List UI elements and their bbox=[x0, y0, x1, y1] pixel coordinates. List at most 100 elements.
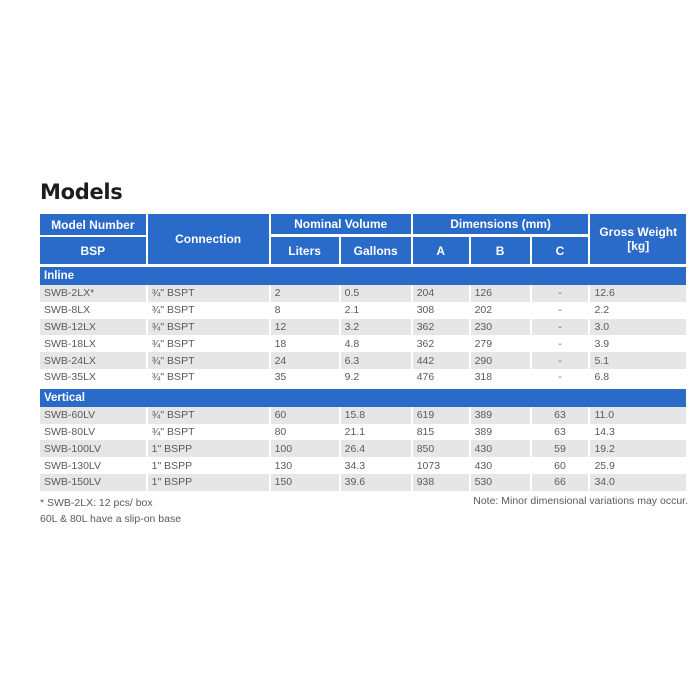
header-gross-weight-unit: [kg] bbox=[627, 239, 650, 253]
cell-dim-a: 442 bbox=[412, 352, 469, 369]
cell-dim-a: 815 bbox=[412, 423, 469, 441]
table-row: SWB-24LX ¾" BSPT 24 6.3 442 290-5.1 bbox=[40, 352, 686, 369]
header-dim-c: C bbox=[531, 235, 589, 264]
header-model-number: Model Number bbox=[40, 214, 146, 235]
cell-dim-b: 230 bbox=[470, 318, 530, 336]
cell-liters: 2 bbox=[270, 285, 339, 302]
cell-gallons: 21.1 bbox=[340, 423, 411, 441]
cell-dim-c: - bbox=[531, 335, 589, 353]
table-row: SWB-130LV 1" BSPP 130 34.3 1073 430 60 25.9 bbox=[40, 457, 686, 474]
cell-gross-weight: 5.1 bbox=[590, 352, 686, 369]
cell-gross-weight: 34.0 bbox=[590, 473, 686, 491]
cell-gallons: 39.6 bbox=[340, 473, 411, 491]
cell-connection: ¾" BSPT bbox=[147, 406, 269, 424]
cell-connection: ¾" BSPT bbox=[147, 285, 269, 302]
cell-dim-a: 362 bbox=[412, 318, 469, 336]
header-row-top: Model Number Connection Nominal Volume D… bbox=[40, 214, 686, 264]
table-row: SWB-150LV 1" BSPP 150 39.6 938 530 66 34.0 bbox=[40, 473, 686, 491]
cell-dim-b: 430 bbox=[470, 457, 530, 474]
cell-gallons: 9.2 bbox=[340, 368, 411, 386]
cell-gross-weight: 3.9 bbox=[590, 335, 686, 353]
cell-gallons: 3.2 bbox=[340, 318, 411, 336]
footnotes: * SWB-2LX: 12 pcs/ box 60L & 80L have a … bbox=[40, 495, 181, 527]
cell-gallons: 0.5 bbox=[340, 285, 411, 302]
cell-dim-a: 204 bbox=[412, 285, 469, 302]
cell-gross-weight: 12.6 bbox=[590, 285, 686, 302]
header-gross-weight: Gross Weight [kg] bbox=[590, 214, 686, 264]
cell-liters: 150 bbox=[270, 473, 339, 491]
cell-gross-weight: 19.2 bbox=[590, 440, 686, 458]
cell-gross-weight: 3.0 bbox=[590, 318, 686, 336]
cell-dim-b: 290 bbox=[470, 352, 530, 369]
table-row: SWB-8LX ¾" BSPT 8 2.1 308 202-2.2 bbox=[40, 301, 686, 319]
cell-model-number: SWB-2LX* bbox=[40, 285, 146, 302]
group-label: Inline bbox=[40, 267, 686, 285]
header-dim-a: A bbox=[412, 235, 469, 264]
cell-model-number: SWB-100LV bbox=[40, 440, 146, 458]
dimension-note: Note: Minor dimensional variations may o… bbox=[473, 495, 688, 507]
cell-connection: ¾" BSPT bbox=[147, 423, 269, 441]
cell-liters: 35 bbox=[270, 368, 339, 386]
cell-connection: 1" BSPP bbox=[147, 473, 269, 491]
cell-liters: 60 bbox=[270, 406, 339, 424]
cell-dim-b: 202 bbox=[470, 301, 530, 319]
cell-model-number: SWB-60LV bbox=[40, 406, 146, 424]
cell-dim-b: 430 bbox=[470, 440, 530, 458]
cell-dim-c: - bbox=[531, 318, 589, 336]
table-row: SWB-80LV ¾" BSPT 80 21.1 815 389 63 14.3 bbox=[40, 423, 686, 441]
cell-dim-b: 389 bbox=[470, 423, 530, 441]
group-spacer bbox=[40, 264, 686, 267]
footnote-slip-on-base: 60L & 80L have a slip-on base bbox=[40, 513, 182, 525]
cell-gross-weight: 14.3 bbox=[590, 423, 686, 441]
group-label: Vertical bbox=[40, 388, 686, 407]
cell-dim-c: - bbox=[531, 368, 589, 386]
cell-dim-c: - bbox=[531, 285, 589, 302]
header-dim-b: B bbox=[470, 235, 530, 264]
cell-dim-a: 938 bbox=[412, 473, 469, 491]
table-row: SWB-2LX* ¾" BSPT 2 0.5 204 126-12.6 bbox=[40, 285, 686, 302]
header-row-bottom: BSP Liters Gallons A B C bbox=[40, 235, 686, 264]
cell-dim-b: 126 bbox=[470, 285, 530, 302]
table-row: SWB-100LV 1" BSPP 100 26.4 850 430 59 19.2 bbox=[40, 440, 686, 458]
cell-dim-c: - bbox=[531, 301, 589, 319]
cell-gross-weight: 25.9 bbox=[590, 457, 686, 474]
cell-model-number: SWB-24LX bbox=[40, 352, 146, 369]
group-spacer-cell bbox=[40, 385, 686, 389]
cell-model-number: SWB-18LX bbox=[40, 335, 146, 353]
header-bsp: BSP bbox=[40, 235, 146, 264]
cell-dim-a: 1073 bbox=[412, 457, 469, 474]
cell-dim-a: 308 bbox=[412, 301, 469, 319]
cell-model-number: SWB-35LX bbox=[40, 368, 146, 386]
cell-dim-c: 59 bbox=[531, 440, 589, 458]
models-table: Model Number Connection Nominal Volume D… bbox=[38, 214, 688, 491]
cell-dim-a: 619 bbox=[412, 406, 469, 424]
page-title: Models bbox=[40, 180, 123, 204]
header-nominal-volume: Nominal Volume bbox=[270, 214, 411, 235]
header-gallons: Gallons bbox=[340, 235, 411, 264]
table-body: Inline SWB-2LX* ¾" BSPT 2 0.5 204 126-12.6 SWB-… bbox=[40, 264, 686, 491]
cell-connection: ¾" BSPT bbox=[147, 352, 269, 369]
cell-model-number: SWB-130LV bbox=[40, 457, 146, 474]
header-dimensions: Dimensions (mm) bbox=[412, 214, 589, 235]
cell-gallons: 34.3 bbox=[340, 457, 411, 474]
group-header-row: Inline bbox=[40, 267, 686, 285]
cell-dim-a: 850 bbox=[412, 440, 469, 458]
cell-dim-b: 530 bbox=[470, 473, 530, 491]
group-spacer bbox=[40, 385, 686, 389]
header-liters: Liters bbox=[270, 235, 339, 264]
cell-model-number: SWB-8LX bbox=[40, 301, 146, 319]
cell-gallons: 4.8 bbox=[340, 335, 411, 353]
cell-dim-c: 63 bbox=[531, 406, 589, 424]
cell-model-number: SWB-12LX bbox=[40, 318, 146, 336]
cell-dim-b: 279 bbox=[470, 335, 530, 353]
cell-liters: 12 bbox=[270, 318, 339, 336]
cell-gallons: 2.1 bbox=[340, 301, 411, 319]
cell-dim-c: 66 bbox=[531, 473, 589, 491]
cell-liters: 100 bbox=[270, 440, 339, 458]
cell-liters: 130 bbox=[270, 457, 339, 474]
cell-dim-c: 60 bbox=[531, 457, 589, 474]
cell-gallons: 6.3 bbox=[340, 352, 411, 369]
cell-liters: 18 bbox=[270, 335, 339, 353]
table-row: SWB-18LX ¾" BSPT 18 4.8 362 279-3.9 bbox=[40, 335, 686, 353]
cell-model-number: SWB-150LV bbox=[40, 473, 146, 491]
